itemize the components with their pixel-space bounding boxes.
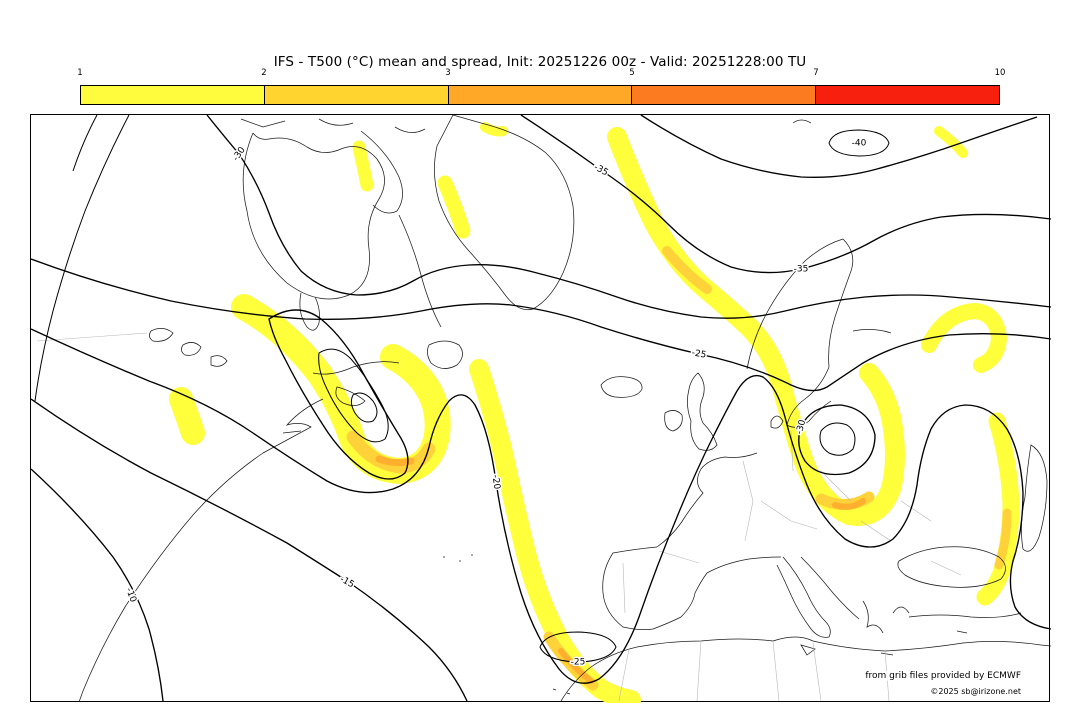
contour-label: -35 — [592, 163, 610, 179]
credit-ecmwf: from grib files provided by ECMWF — [863, 671, 1023, 681]
colorbar-ticks: 1 2 3 5 7 10 — [0, 68, 1080, 80]
contour-label: -10 — [123, 587, 138, 604]
credit-copyright: ©2025 sb@irizone.net — [928, 687, 1023, 696]
colorbar-tick-label: 3 — [445, 68, 451, 78]
contour-label: -20 — [490, 474, 502, 490]
colorbar-tick-label: 1 — [77, 68, 83, 78]
contour-label: -25 — [691, 348, 707, 360]
colorbar-segment — [81, 86, 265, 104]
colorbar-tick-label: 10 — [994, 68, 1006, 78]
colorbar-segment — [448, 86, 633, 104]
colorbar-segment — [264, 86, 449, 104]
contour-label: -15 — [338, 575, 356, 591]
colorbar-tick-label: 5 — [629, 68, 635, 78]
contour-label: -40 — [852, 139, 867, 149]
contour-labels-group: -40-35-35-30-30-25-25-20-15-10 — [122, 137, 868, 669]
spread-shading-group — [169, 122, 1020, 703]
colorbar-tick-label: 2 — [261, 68, 267, 78]
colorbar-tick-label: 7 — [813, 68, 819, 78]
contour-label: -25 — [571, 658, 586, 668]
coastlines-group — [78, 115, 1051, 703]
colorbar-segment — [632, 86, 817, 104]
contour-label: -35 — [794, 265, 809, 275]
map-svg: -40-35-35-30-30-25-25-20-15-10 — [31, 115, 1051, 703]
colorbar — [80, 85, 1000, 105]
temperature-contours-group — [31, 115, 1051, 702]
map-panel: -40 -35 -35 -30 -30 -25 -25 -20 -15 -10 from grib… — [30, 114, 1051, 703]
chart-title: IFS - T500 (°C) mean and spread, Init: 2… — [273, 54, 807, 70]
country-borders-group — [36, 332, 962, 702]
colorbar-segment — [816, 86, 999, 104]
